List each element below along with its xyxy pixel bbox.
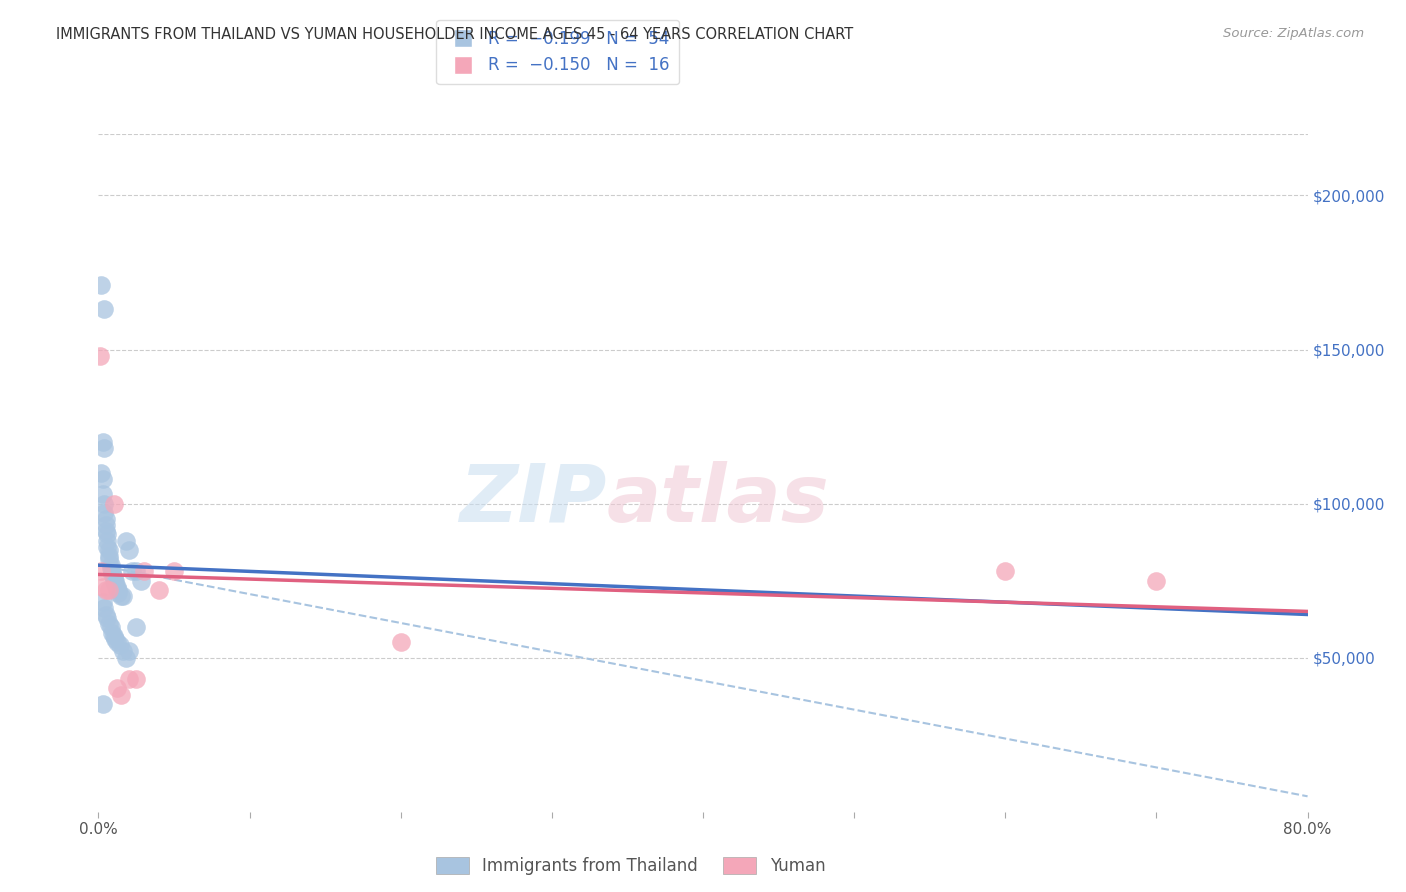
Point (994, 565, 1017, 579)
Point (91, 434, 114, 449)
Point (100, 561, 122, 575)
Point (94, 607, 117, 622)
Point (105, 582, 128, 597)
Point (118, 542, 141, 557)
Point (100, 558, 122, 573)
Text: Source: ZipAtlas.com: Source: ZipAtlas.com (1223, 27, 1364, 40)
Point (101, 626, 124, 640)
Point (98, 549, 121, 563)
Point (91, 487, 114, 501)
Point (93, 601, 115, 615)
Point (118, 644, 141, 658)
Point (94, 512, 117, 526)
Point (107, 586, 129, 600)
Text: IMMIGRANTS FROM THAILAND VS YUMAN HOUSEHOLDER INCOME AGES 45 - 64 YEARS CORRELAT: IMMIGRANTS FROM THAILAND VS YUMAN HOUSEH… (56, 27, 853, 42)
Point (104, 574, 127, 588)
Point (91, 472, 114, 486)
Point (107, 582, 129, 597)
Point (98, 616, 121, 631)
Point (104, 576, 127, 591)
Point (94, 582, 117, 597)
Point (105, 580, 128, 594)
Point (103, 574, 125, 588)
Point (98, 542, 121, 557)
Point (118, 672, 141, 686)
Point (111, 589, 134, 603)
Point (96, 610, 118, 624)
Point (110, 589, 132, 603)
Point (114, 533, 136, 548)
Point (98, 552, 121, 566)
Point (148, 582, 170, 597)
Point (101, 565, 124, 579)
Text: ZIP: ZIP (458, 461, 606, 539)
Point (100, 620, 122, 634)
Point (96, 527, 118, 541)
Point (108, 638, 131, 652)
Point (129, 574, 152, 588)
Point (94, 518, 117, 533)
Point (104, 632, 127, 647)
Point (98, 582, 121, 597)
Point (105, 681, 128, 696)
Point (96, 533, 118, 548)
Point (111, 644, 134, 658)
Point (91, 697, 114, 711)
Point (121, 565, 143, 579)
Point (93, 497, 115, 511)
Legend: Immigrants from Thailand, Yuman: Immigrants from Thailand, Yuman (429, 850, 832, 881)
Point (94, 524, 117, 539)
Point (93, 506, 115, 520)
Point (125, 672, 148, 686)
Point (110, 688, 132, 702)
Point (91, 595, 114, 609)
Point (125, 565, 148, 579)
Point (103, 629, 125, 643)
Point (114, 650, 136, 665)
Point (125, 620, 148, 634)
Point (90, 466, 112, 480)
Point (91, 580, 114, 594)
Point (389, 635, 412, 649)
Point (89, 349, 111, 363)
Point (105, 635, 128, 649)
Point (93, 302, 115, 317)
Point (101, 567, 124, 582)
Point (132, 565, 155, 579)
Point (163, 565, 186, 579)
Point (96, 540, 118, 554)
Point (1144, 574, 1167, 588)
Point (93, 441, 115, 455)
Point (90, 565, 112, 579)
Point (103, 497, 125, 511)
Point (103, 570, 125, 584)
Point (90, 277, 112, 292)
Text: atlas: atlas (606, 461, 830, 539)
